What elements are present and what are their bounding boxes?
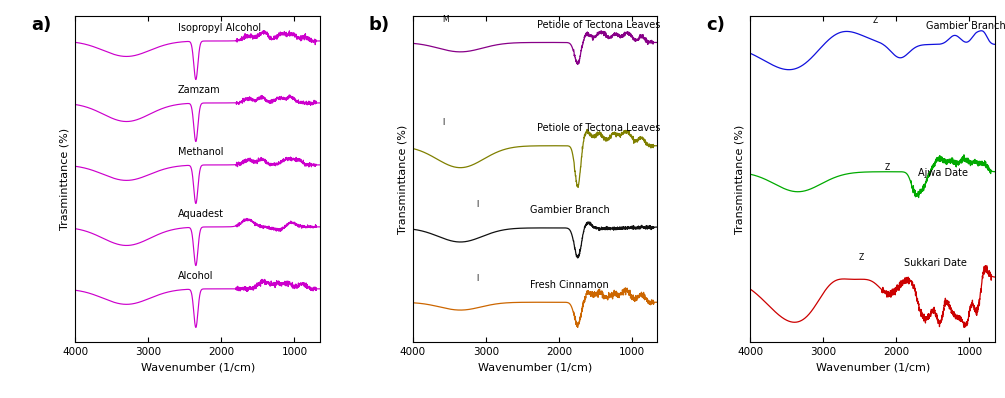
Text: Petiole of Tectona Leaves: Petiole of Tectona Leaves [537, 20, 660, 30]
Text: Isopropyl Alcohol: Isopropyl Alcohol [178, 23, 260, 33]
Text: Petiole of Tectona Leaves: Petiole of Tectona Leaves [537, 123, 660, 133]
Text: Z: Z [872, 16, 877, 25]
Text: Aquadest: Aquadest [178, 209, 223, 219]
Text: M: M [442, 15, 448, 24]
Text: Gambier Branch: Gambier Branch [530, 205, 609, 215]
Y-axis label: Transminttance (%): Transminttance (%) [735, 125, 745, 234]
Text: c): c) [707, 16, 726, 34]
Y-axis label: Trasminttance (%): Trasminttance (%) [60, 128, 69, 230]
Text: Z: Z [858, 253, 863, 262]
Y-axis label: Transminttance (%): Transminttance (%) [397, 125, 407, 234]
Text: Gambier Branch: Gambier Branch [926, 21, 1005, 31]
X-axis label: Wavenumber (1/cm): Wavenumber (1/cm) [141, 363, 255, 373]
Text: Sukkari Date: Sukkari Date [903, 258, 967, 269]
X-axis label: Wavenumber (1/cm): Wavenumber (1/cm) [478, 363, 592, 373]
Text: I: I [476, 275, 478, 283]
Text: Z: Z [884, 163, 889, 172]
X-axis label: Wavenumber (1/cm): Wavenumber (1/cm) [815, 363, 930, 373]
Text: Zamzam: Zamzam [178, 85, 220, 95]
Text: Ajwa Date: Ajwa Date [919, 168, 968, 178]
Text: Fresh Cinnamon: Fresh Cinnamon [530, 280, 608, 290]
Text: I: I [476, 200, 478, 209]
Text: Methanol: Methanol [178, 147, 223, 157]
Text: a): a) [31, 16, 51, 34]
Text: b): b) [369, 16, 390, 34]
Text: I: I [442, 118, 444, 127]
Text: Alcohol: Alcohol [178, 271, 213, 281]
